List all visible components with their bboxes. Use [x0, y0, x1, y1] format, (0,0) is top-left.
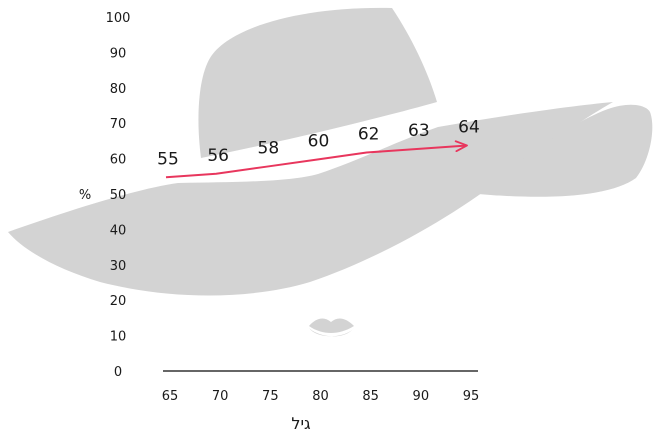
y-axis-unit-label: % [79, 188, 91, 203]
y-tick-label: 40 [110, 223, 127, 238]
y-tick-label: 20 [110, 294, 127, 309]
data-label: 58 [258, 139, 280, 159]
y-tick-label: 50 [110, 188, 127, 203]
x-tick-label: 85 [362, 389, 379, 404]
series-group [165, 140, 468, 179]
y-tick-label: 30 [110, 259, 127, 274]
lips-icon [309, 318, 354, 337]
hat-brim-tip [478, 104, 653, 197]
data-label: 60 [308, 132, 330, 152]
x-tick-label: 65 [162, 389, 179, 404]
y-axis-ticks: 0 10 20 30 40 50 60 70 80 90 100 [106, 11, 131, 380]
series-line [165, 140, 468, 179]
data-label: 64 [458, 117, 480, 137]
x-tick-label: 95 [463, 389, 480, 404]
hat-illustration [8, 7, 653, 296]
x-tick-label: 90 [413, 389, 430, 404]
x-axis-ticks: 65 70 75 80 85 90 95 [162, 389, 480, 404]
data-label: 55 [157, 149, 179, 169]
data-label: 63 [408, 121, 430, 141]
x-tick-label: 75 [262, 389, 279, 404]
x-axis-title: גיל [291, 414, 311, 433]
hat-crown [198, 7, 437, 159]
data-label: 62 [358, 125, 380, 145]
y-tick-label: 100 [106, 11, 131, 26]
y-tick-label: 60 [110, 153, 127, 168]
y-tick-label: 90 [110, 46, 127, 61]
x-tick-label: 70 [212, 389, 229, 404]
data-label: 56 [207, 146, 229, 166]
x-tick-label: 80 [312, 389, 329, 404]
y-tick-label: 0 [114, 365, 122, 380]
y-tick-label: 10 [110, 330, 127, 345]
y-tick-label: 80 [110, 82, 127, 97]
data-labels: 55 56 58 60 62 63 64 [157, 117, 480, 169]
y-tick-label: 70 [110, 117, 127, 132]
